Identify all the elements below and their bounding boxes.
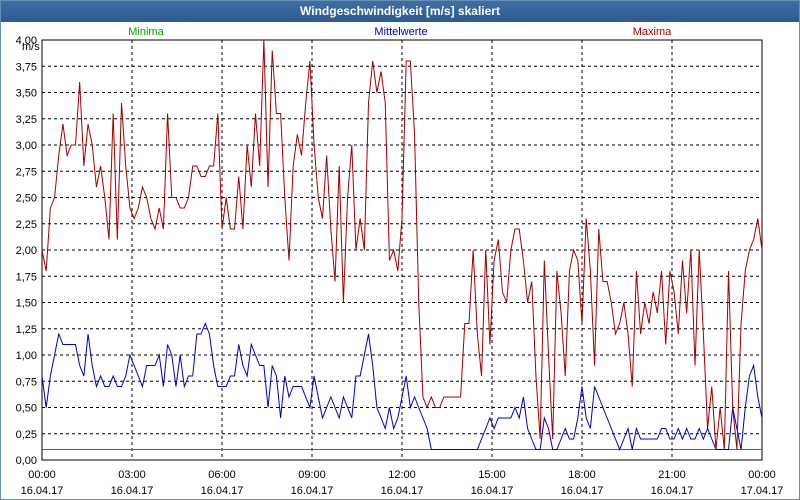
x-tick-time: 15:00 xyxy=(478,469,506,481)
x-tick-time: 09:00 xyxy=(298,469,326,481)
y-tick-label: 3,25 xyxy=(16,114,37,126)
x-tick-date: 16.04.17 xyxy=(21,485,64,497)
y-tick-label: 1,00 xyxy=(16,350,37,362)
series-line-maxima xyxy=(41,39,763,450)
y-tick-label: 1,75 xyxy=(16,271,37,283)
grid-layer xyxy=(41,39,763,461)
x-tick-time: 18:00 xyxy=(568,469,596,481)
y-tick-label: 2,50 xyxy=(16,193,37,205)
x-tick-date: 16.04.17 xyxy=(381,485,424,497)
x-tick-time: 12:00 xyxy=(388,469,416,481)
x-tick-date: 17.04.17 xyxy=(741,485,784,497)
x-tick-time: 06:00 xyxy=(208,469,236,481)
y-tick-label: 3,50 xyxy=(16,88,37,100)
legend-maxima: Maxima xyxy=(633,26,672,38)
window-titlebar: Windgeschwindigkeit [m/s] skaliert xyxy=(1,1,799,22)
x-tick-time: 21:00 xyxy=(658,469,686,481)
x-tick-date: 16.04.17 xyxy=(561,485,604,497)
x-tick-time: 03:00 xyxy=(118,469,146,481)
y-tick-label: 0,50 xyxy=(16,403,37,415)
x-tick-date: 16.04.17 xyxy=(201,485,244,497)
y-axis-ticks: 0,00 0,25 0,50 0,75 1,00 1,25 1,50 1,75 2,00 2,25… xyxy=(16,35,37,467)
y-tick-label: 1,25 xyxy=(16,324,37,336)
legend-minima: Minima xyxy=(128,26,164,38)
x-tick-time: 00:00 xyxy=(28,469,56,481)
y-tick-label: 1,50 xyxy=(16,298,37,310)
y-tick-label: 0,25 xyxy=(16,429,37,441)
y-tick-label: 0,00 xyxy=(16,455,37,467)
x-tick-time: 00:00 xyxy=(748,469,776,481)
series-layer xyxy=(41,39,763,451)
x-tick-date: 16.04.17 xyxy=(291,485,334,497)
x-tick-date: 16.04.17 xyxy=(471,485,514,497)
y-tick-label: 2,75 xyxy=(16,166,37,178)
y-tick-label: 4,00 xyxy=(16,35,37,47)
x-axis-ticks: 00:00 16.04.17 03:00 16.04.17 06:00 16.04.17 0… xyxy=(21,469,784,497)
y-tick-label: 3,75 xyxy=(16,61,37,73)
y-axis-label: m/s xyxy=(22,41,40,53)
legend-mittelwerte: Mittelwerte xyxy=(374,26,427,38)
y-tick-label: 0,75 xyxy=(16,376,37,388)
series-line-mittelwerte xyxy=(41,322,763,451)
y-tick-label: 2,25 xyxy=(16,219,37,231)
x-tick-date: 16.04.17 xyxy=(651,485,694,497)
y-tick-label: 2,00 xyxy=(16,245,37,257)
x-tick-date: 16.04.17 xyxy=(111,485,154,497)
y-tick-label: 3,00 xyxy=(16,140,37,152)
